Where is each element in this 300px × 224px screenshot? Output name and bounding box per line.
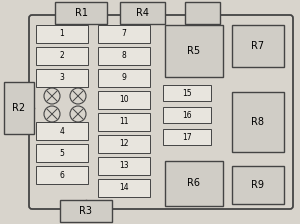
Bar [98, 113, 150, 131]
Text: 5: 5 [60, 149, 64, 157]
Text: R4: R4 [136, 8, 149, 18]
Text: 15: 15 [182, 88, 192, 97]
Text: 16: 16 [182, 110, 192, 119]
Text: 11: 11 [119, 118, 129, 127]
Bar [165, 161, 223, 206]
Bar [98, 69, 150, 87]
Bar [98, 47, 150, 65]
Text: 14: 14 [119, 183, 129, 192]
Bar [98, 25, 150, 43]
Bar [98, 179, 150, 197]
Bar [36, 47, 88, 65]
Text: 13: 13 [119, 162, 129, 170]
Bar [163, 107, 211, 123]
Text: 8: 8 [122, 52, 126, 60]
Text: R2: R2 [12, 103, 26, 113]
Bar [232, 25, 284, 67]
Text: 1: 1 [60, 30, 64, 39]
Text: R7: R7 [251, 41, 265, 51]
Text: R8: R8 [251, 117, 265, 127]
Bar [165, 25, 223, 77]
Text: 4: 4 [60, 127, 64, 136]
Bar [98, 135, 150, 153]
Text: 3: 3 [60, 73, 64, 82]
Bar [120, 2, 165, 24]
Bar [36, 166, 88, 184]
Text: 17: 17 [182, 133, 192, 142]
Text: 2: 2 [60, 52, 64, 60]
Bar [55, 2, 107, 24]
Text: 6: 6 [60, 170, 64, 179]
Bar [36, 69, 88, 87]
Text: 7: 7 [122, 30, 126, 39]
Text: R6: R6 [188, 179, 200, 189]
Bar [232, 92, 284, 152]
Bar [4, 82, 34, 134]
Text: R3: R3 [80, 206, 92, 216]
Bar [185, 2, 220, 24]
Bar [163, 129, 211, 145]
Bar [60, 200, 112, 222]
Bar [36, 144, 88, 162]
Text: 9: 9 [122, 73, 126, 82]
Text: R1: R1 [74, 8, 88, 18]
Bar [232, 166, 284, 204]
Bar [36, 122, 88, 140]
Text: R9: R9 [251, 180, 265, 190]
Bar [36, 25, 88, 43]
Bar [98, 157, 150, 175]
Text: R5: R5 [188, 46, 201, 56]
Bar [163, 85, 211, 101]
Text: 12: 12 [119, 140, 129, 149]
FancyBboxPatch shape [29, 15, 293, 209]
Bar [98, 91, 150, 109]
Text: 10: 10 [119, 95, 129, 105]
